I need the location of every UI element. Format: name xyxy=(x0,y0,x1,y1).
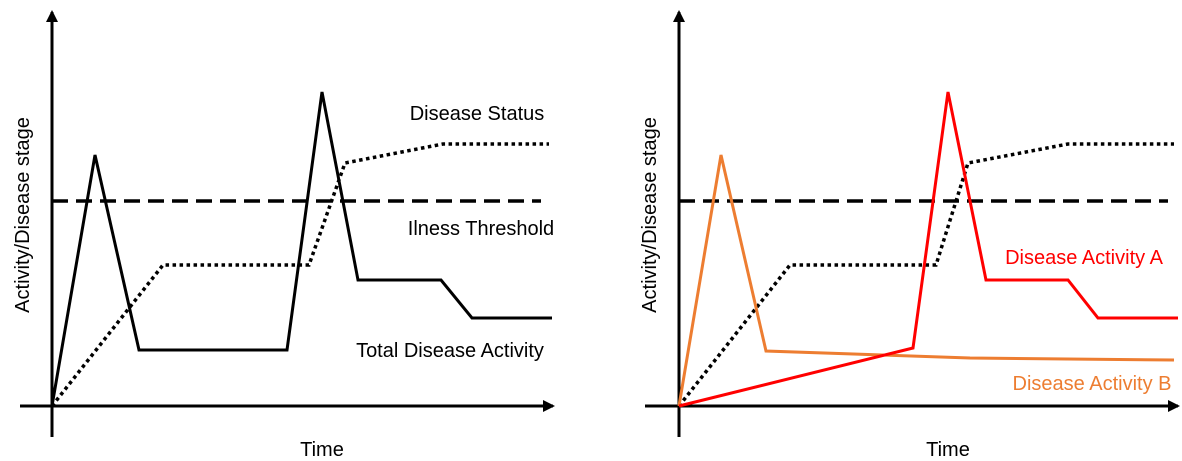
disease-activity-b-line xyxy=(677,154,1175,407)
total-disease-activity-label: Total Disease Activity xyxy=(356,340,544,362)
disease-activity-a-label: Disease Activity A xyxy=(1005,247,1164,269)
right-x-axis-label: Time xyxy=(926,439,970,461)
right-disease-status-line xyxy=(677,142,1174,408)
disease-activity-b-label: Disease Activity B xyxy=(1013,373,1172,395)
disease-status-label: Disease Status xyxy=(410,103,545,125)
left-y-axis-label: Activity/Disease stage xyxy=(12,117,34,313)
left-panel: Activity/Disease stage Time Disease Stat… xyxy=(12,10,555,461)
illness-threshold-label: Ilness Threshold xyxy=(408,218,554,240)
left-disease-status-line xyxy=(50,142,549,408)
left-x-axis-label: Time xyxy=(300,439,344,461)
left-total-disease-activity-line xyxy=(50,91,552,407)
right-panel: Activity/Disease stage Time Disease Acti… xyxy=(639,10,1180,461)
right-y-axis-label: Activity/Disease stage xyxy=(639,117,661,313)
disease-activity-a-line xyxy=(678,91,1178,408)
